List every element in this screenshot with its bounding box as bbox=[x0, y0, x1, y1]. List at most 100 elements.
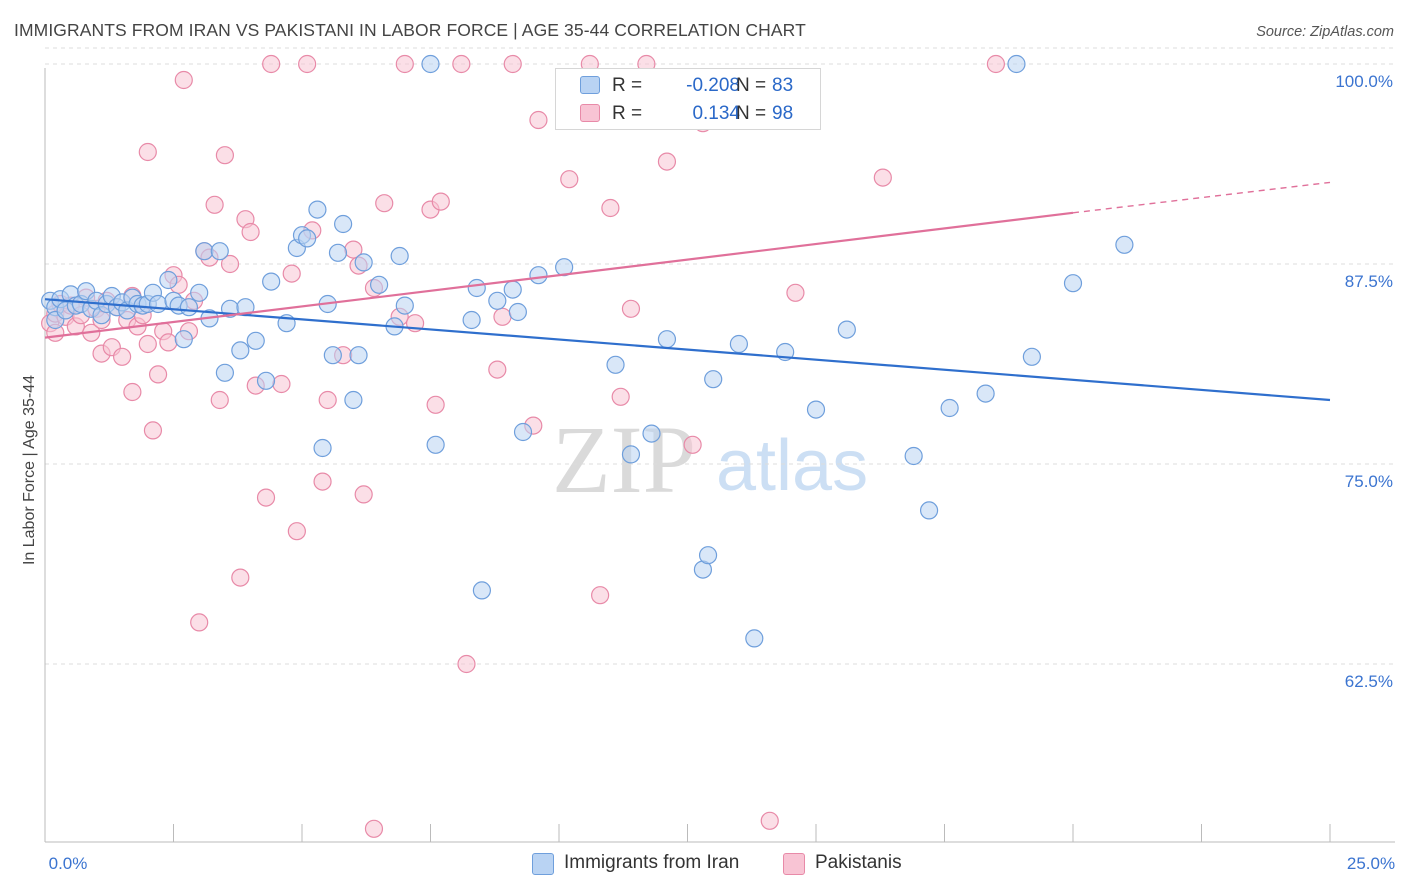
pakistanis-point bbox=[457, 654, 476, 674]
iran-point bbox=[1022, 347, 1041, 366]
iran-point bbox=[919, 501, 939, 520]
iran-point bbox=[323, 346, 342, 365]
iran-point bbox=[195, 242, 214, 261]
iran-trend-line bbox=[44, 298, 1331, 402]
pakistanis-point bbox=[287, 522, 306, 541]
iran-point bbox=[837, 320, 856, 339]
pakistanis-legend-swatch bbox=[783, 853, 805, 875]
pakistanis-point bbox=[364, 819, 384, 838]
iran-point bbox=[349, 346, 368, 365]
pakistanis-point bbox=[601, 198, 620, 218]
pakistanis-point bbox=[138, 142, 157, 162]
pakistanis-point bbox=[318, 390, 337, 410]
iran-point bbox=[467, 278, 486, 298]
iran-point bbox=[308, 200, 327, 219]
iran-points bbox=[41, 54, 1134, 648]
pakistanis-point bbox=[560, 170, 579, 189]
iran-point bbox=[940, 398, 959, 418]
pakistanis-point bbox=[112, 347, 132, 366]
iran-swatch bbox=[580, 76, 600, 94]
pakistanis-point bbox=[215, 146, 234, 165]
iran-point bbox=[472, 581, 491, 600]
watermark-atlas: atlas bbox=[716, 426, 868, 506]
pakistanis-point bbox=[313, 472, 332, 491]
pakistanis-point bbox=[986, 54, 1006, 74]
iran-point bbox=[729, 334, 749, 354]
pakistanis-point bbox=[282, 264, 301, 283]
iran-point bbox=[1007, 54, 1026, 74]
iran-point bbox=[488, 291, 507, 310]
pakistanis-point bbox=[354, 485, 373, 504]
source-label: Source: ZipAtlas.com bbox=[1256, 24, 1394, 40]
iran-point bbox=[344, 390, 363, 410]
iran-point bbox=[806, 400, 826, 419]
iran-point bbox=[390, 246, 409, 266]
pakistanis-point bbox=[431, 192, 450, 211]
pakistanis-point bbox=[488, 360, 507, 379]
pakistanis-point bbox=[210, 390, 229, 410]
iran-point bbox=[313, 438, 332, 458]
pakistanis-legend-label: Pakistanis bbox=[815, 852, 902, 873]
legend-n-label: N = bbox=[736, 75, 767, 96]
iran-point bbox=[179, 298, 199, 317]
iran-point bbox=[159, 270, 178, 290]
iran-point bbox=[421, 54, 440, 74]
iran-point bbox=[395, 296, 414, 315]
pakistanis-point bbox=[873, 168, 892, 187]
iran-point bbox=[555, 258, 574, 277]
iran-point bbox=[621, 445, 641, 464]
iran-point bbox=[1115, 235, 1134, 254]
legend-r-value-iran: -0.208 bbox=[686, 75, 740, 96]
pakistanis-point bbox=[174, 70, 193, 90]
iran-point bbox=[262, 272, 281, 291]
pakistanis-point bbox=[220, 254, 240, 274]
y-tick-label: 75.0% bbox=[1345, 472, 1393, 491]
correlation-legend: R = -0.208 N = 83 R = 0.134 N = 98 bbox=[555, 68, 821, 130]
y-tick-label: 100.0% bbox=[1335, 72, 1393, 91]
y-tick-labels: 62.5% 75.0% 87.5% 100.0% bbox=[1335, 72, 1393, 691]
iran-point bbox=[370, 275, 389, 294]
iran-point bbox=[657, 330, 677, 349]
iran-point bbox=[529, 266, 548, 285]
iran-legend-label: Immigrants from Iran bbox=[564, 852, 740, 873]
pakistanis-point bbox=[241, 222, 260, 242]
iran-point bbox=[210, 242, 229, 261]
pakistanis-point bbox=[395, 54, 414, 74]
iran-point bbox=[508, 302, 527, 322]
pakistanis-point bbox=[148, 365, 168, 384]
iran-point bbox=[606, 355, 625, 374]
pakistanis-point bbox=[493, 307, 512, 326]
pakistanis-point bbox=[123, 382, 142, 402]
x-tick-label-max: 25.0% bbox=[1347, 854, 1395, 873]
pakistanis-point bbox=[256, 488, 276, 507]
iran-point bbox=[704, 370, 723, 389]
pakistanis-point bbox=[143, 421, 163, 440]
y-tick-label: 87.5% bbox=[1345, 272, 1393, 291]
pakistanis-point bbox=[159, 333, 178, 352]
legend-r-value-pakistanis: 0.134 bbox=[692, 103, 740, 124]
iran-point bbox=[328, 243, 348, 262]
legend-n-label: N = bbox=[736, 103, 767, 124]
axes bbox=[44, 68, 1395, 843]
pakistanis-point bbox=[657, 152, 677, 171]
pakistanis-point bbox=[375, 194, 394, 213]
iran-point bbox=[745, 629, 764, 648]
pakistanis-point bbox=[503, 54, 522, 74]
pakistanis-point bbox=[760, 811, 779, 830]
trend-lines bbox=[44, 181, 1331, 402]
iran-point bbox=[231, 341, 250, 360]
pakistanis-point bbox=[138, 334, 157, 354]
iran-point bbox=[256, 371, 276, 390]
legend-n-value-iran: 83 bbox=[772, 75, 794, 96]
pakistanis-point bbox=[529, 110, 548, 130]
iran-point bbox=[976, 384, 995, 403]
iran-point bbox=[513, 422, 533, 442]
iran-point bbox=[426, 435, 445, 454]
legend-r-label: R = bbox=[612, 75, 643, 96]
pakistanis-point bbox=[426, 395, 445, 414]
pakistanis-point bbox=[786, 283, 805, 302]
x-tick-label-min: 0.0% bbox=[49, 854, 88, 873]
pakistanis-point bbox=[452, 54, 471, 74]
pakistanis-point bbox=[205, 195, 224, 214]
